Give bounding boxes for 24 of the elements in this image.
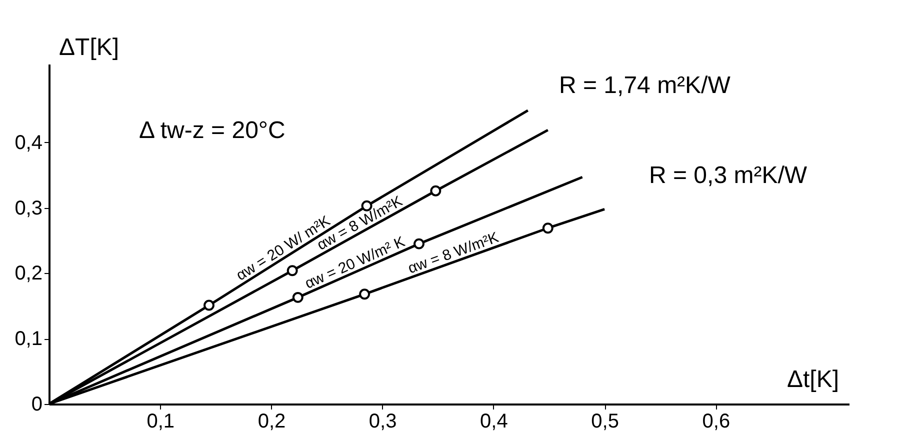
text: αw = 8 W/m²K bbox=[406, 229, 501, 278]
y-axis-title: ΔT[K] bbox=[59, 34, 120, 61]
annotation: R = 0,3 m²K/W bbox=[649, 162, 808, 189]
y-tick-label: 0,1 bbox=[14, 328, 42, 350]
y-tick-label: 0,4 bbox=[14, 132, 42, 154]
point bbox=[359, 288, 370, 300]
y-tick-label: 0 bbox=[31, 394, 42, 416]
x-tick-label: 0,6 bbox=[702, 410, 730, 432]
x-tick-label: 0,2 bbox=[258, 410, 286, 432]
point bbox=[204, 300, 214, 311]
annotation: R = 1,74 m²K/W bbox=[559, 72, 731, 99]
x-tick-label: 0,3 bbox=[368, 410, 397, 432]
y-tick-label: 0,2 bbox=[14, 262, 42, 285]
x-tick-label: 0,1 bbox=[146, 410, 175, 432]
x-tick-label: 0,5 bbox=[591, 410, 619, 432]
x-axis-title: Δt[K] bbox=[786, 366, 839, 393]
point bbox=[430, 185, 442, 196]
annotation: Δ tw-z = 20°C bbox=[139, 117, 286, 144]
point bbox=[542, 222, 554, 234]
point bbox=[414, 238, 424, 250]
point bbox=[286, 265, 298, 276]
x-tick-label: 0,4 bbox=[480, 410, 508, 432]
y-tick-label: 0,3 bbox=[14, 197, 42, 220]
point bbox=[292, 292, 304, 303]
